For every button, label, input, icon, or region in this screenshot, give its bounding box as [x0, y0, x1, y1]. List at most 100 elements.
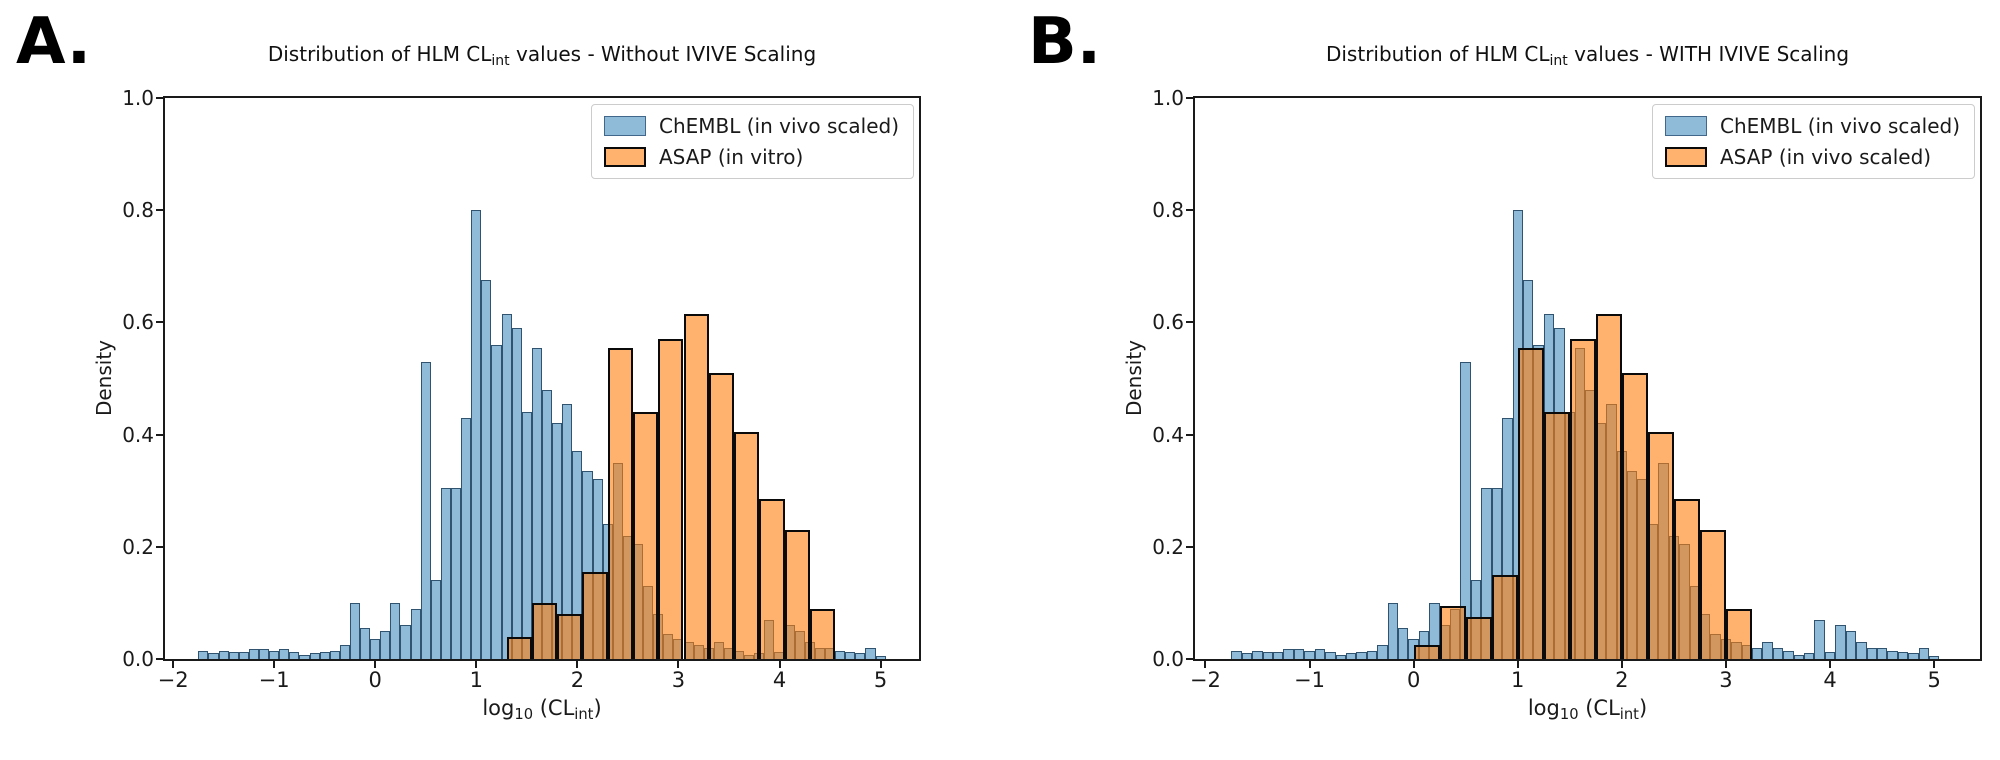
chembl-histogram-bar: [865, 647, 876, 659]
chembl-histogram-bar: [1293, 648, 1305, 659]
asap-layer: [1195, 98, 1980, 659]
y-tick-label: 0.0: [122, 647, 154, 671]
asap-histogram-bar: [1439, 605, 1466, 659]
chembl-histogram-bar: [562, 403, 573, 659]
y-tick-mark: [156, 97, 163, 99]
chembl-histogram-bar: [572, 451, 583, 659]
chembl-histogram-bar: [319, 652, 330, 659]
chembl-histogram-bar: [248, 648, 259, 659]
asap-histogram-bar: [1413, 644, 1440, 659]
asap-legend-swatch: [1665, 147, 1707, 167]
x-tick-mark: [879, 661, 882, 668]
chembl-histogram-bar: [845, 652, 856, 659]
chembl-histogram-bar: [1856, 642, 1867, 659]
chembl-histogram-bar: [400, 625, 411, 659]
chembl-histogram-bar: [370, 639, 381, 659]
chembl-histogram-bar: [208, 653, 219, 659]
x-tick-label: 4: [1823, 668, 1837, 692]
asap-histogram-bar: [557, 614, 583, 659]
x-tick-label: 4: [772, 668, 787, 692]
text-segment: (CL: [1578, 696, 1620, 720]
asap-layer: [165, 98, 919, 659]
asap-histogram-bar: [1699, 529, 1726, 659]
x-tick-label: −2: [1189, 668, 1221, 692]
chembl-histogram-bar: [875, 655, 886, 659]
chembl-histogram-bar: [1356, 652, 1367, 659]
text-segment: log: [482, 696, 515, 720]
chart-title: Distribution of HLM CLint values - Witho…: [163, 42, 921, 69]
chembl-histogram-bar: [1824, 652, 1836, 659]
asap-histogram-bar: [1465, 616, 1492, 659]
y-tick-label: 1.0: [1152, 86, 1184, 110]
subscript-text: 10: [1559, 705, 1579, 723]
x-tick-mark: [677, 661, 680, 668]
chembl-histogram-bar: [1366, 650, 1378, 659]
chembl-histogram-bar: [1252, 650, 1263, 659]
chembl-histogram-bar: [349, 602, 361, 659]
chembl-histogram-bar: [238, 652, 249, 659]
asap-histogram-bar: [607, 347, 633, 659]
x-tick-mark: [1829, 661, 1832, 668]
chembl-histogram-bar: [1783, 650, 1794, 659]
chembl-histogram-bar: [1283, 648, 1294, 659]
y-tick-mark: [156, 658, 163, 660]
x-tick-mark: [1516, 661, 1519, 668]
asap-histogram-bar: [1621, 372, 1648, 659]
chembl-histogram-bar: [279, 648, 290, 659]
chembl-legend-swatch: [1665, 116, 1707, 136]
chembl-histogram-bar: [1325, 652, 1336, 659]
x-tick-label: 5: [873, 668, 888, 692]
chembl-histogram-bar: [1908, 653, 1919, 659]
y-tick-mark: [156, 209, 163, 212]
x-tick-label: 2: [570, 668, 585, 692]
text-segment: log: [1527, 696, 1560, 720]
chembl-histogram-bar: [521, 412, 532, 659]
chembl-histogram-bar: [1387, 602, 1398, 659]
chembl-histogram-bar: [501, 314, 512, 659]
chembl-histogram-bar: [1273, 652, 1284, 659]
chembl-histogram-bar: [1429, 602, 1440, 659]
chembl-histogram-bar: [380, 630, 391, 659]
chembl-histogram-bar: [1241, 653, 1253, 659]
legend-entry: ChEMBL (in vivo scaled): [604, 115, 899, 137]
asap-histogram-bar: [809, 608, 836, 659]
chembl-histogram-bar: [531, 347, 542, 659]
subscript-text: int: [1549, 52, 1568, 69]
chembl-histogram-bar: [309, 653, 320, 659]
chembl-histogram-bar: [339, 644, 350, 659]
subscript-text: int: [574, 705, 594, 723]
chembl-histogram-bar: [299, 654, 310, 659]
x-axis-label: log10 (CLint): [163, 696, 921, 723]
chembl-histogram-bar: [1804, 653, 1815, 659]
text-segment: values - Without IVIVE Scaling: [509, 42, 817, 66]
legend-label: ASAP (in vivo scaled): [1720, 145, 1932, 169]
chembl-histogram-bar: [1866, 647, 1877, 659]
asap-histogram-bar: [708, 372, 735, 659]
chembl-histogram-bar: [1751, 647, 1763, 659]
chembl-histogram-bar: [1845, 630, 1857, 659]
chembl-histogram-bar: [289, 652, 300, 659]
text-segment: ): [593, 696, 602, 720]
asap-histogram-bar: [734, 431, 760, 659]
panel-B-label: B.: [1028, 5, 1102, 79]
asap-histogram-bar: [1491, 574, 1518, 659]
y-tick-mark: [156, 545, 163, 548]
chembl-histogram-bar: [552, 423, 563, 659]
chembl-histogram-bar: [1398, 628, 1409, 659]
x-tick-label: 1: [1511, 668, 1525, 692]
x-tick-mark: [1204, 661, 1207, 668]
asap-histogram-bar: [531, 602, 558, 659]
x-tick-mark: [374, 661, 377, 668]
x-tick-mark: [1308, 661, 1311, 668]
y-tick-label: 1.0: [122, 86, 154, 110]
asap-histogram-bar: [1647, 431, 1674, 659]
chembl-histogram-bar: [228, 652, 239, 659]
y-tick-label: 0.0: [1152, 647, 1184, 671]
asap-histogram-bar: [1517, 347, 1544, 659]
y-tick-label: 0.2: [1152, 534, 1184, 559]
chembl-histogram-bar: [440, 487, 452, 659]
chembl-histogram-bar: [410, 608, 421, 659]
